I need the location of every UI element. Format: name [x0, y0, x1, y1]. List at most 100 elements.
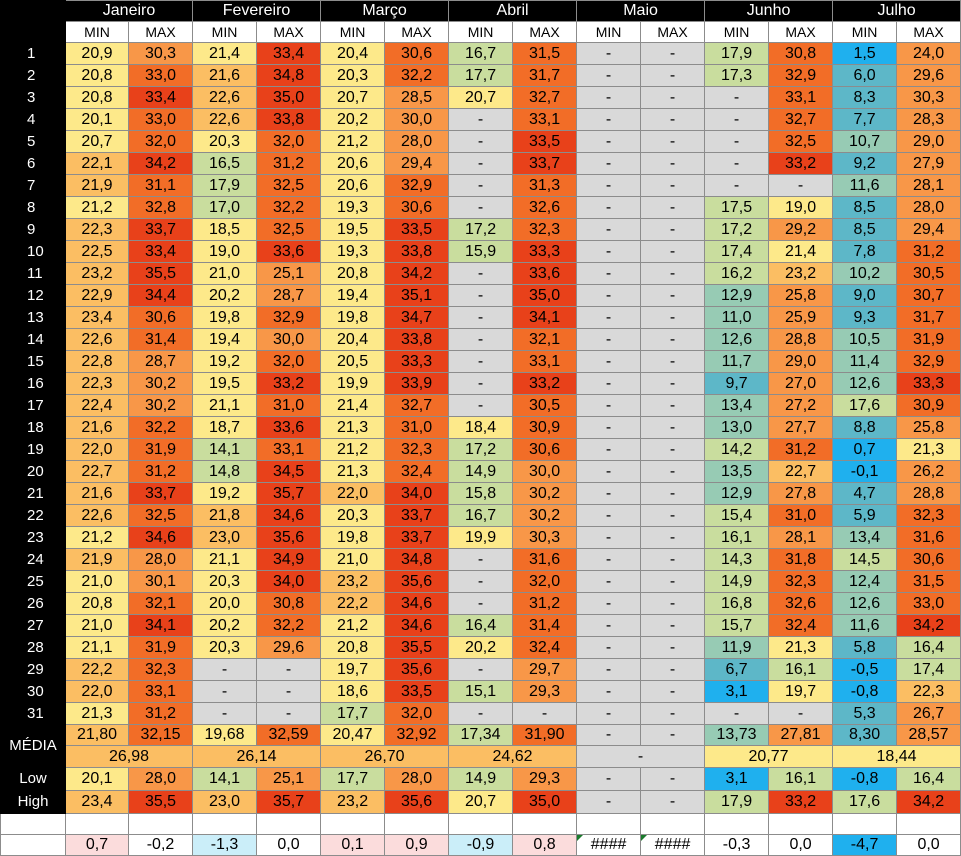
temperature-cell[interactable]: 30,7: [896, 284, 961, 307]
temperature-cell[interactable]: 21,3: [768, 636, 834, 659]
temperature-cell[interactable]: 31,5: [896, 570, 961, 593]
temperature-cell[interactable]: 20,3: [320, 504, 386, 527]
temperature-cell[interactable]: 16,2: [704, 262, 770, 285]
day-number-label[interactable]: 30: [0, 680, 66, 703]
day-number-label[interactable]: 9: [0, 218, 66, 241]
temperature-cell[interactable]: 16,4: [448, 614, 514, 637]
temperature-cell[interactable]: -: [576, 42, 642, 65]
max-header[interactable]: MAX: [896, 21, 961, 43]
temperature-cell[interactable]: 21,4: [192, 42, 258, 65]
low-cell[interactable]: -: [576, 767, 642, 791]
temperature-cell[interactable]: 32,4: [512, 636, 578, 659]
temperature-cell[interactable]: 13,4: [704, 394, 770, 417]
temperature-cell[interactable]: 20,2: [448, 636, 514, 659]
temperature-cell[interactable]: -: [448, 328, 514, 351]
temperature-cell[interactable]: -: [640, 86, 706, 109]
temperature-cell[interactable]: 32,3: [896, 504, 961, 527]
temperature-cell[interactable]: 31,7: [896, 306, 961, 329]
temperature-cell[interactable]: 21,3: [320, 416, 386, 439]
temperature-cell[interactable]: 8,3: [832, 86, 898, 109]
day-number-label[interactable]: 14: [0, 328, 66, 351]
temperature-cell[interactable]: 17,2: [448, 218, 514, 241]
temperature-cell[interactable]: 4,7: [832, 482, 898, 505]
temperature-cell[interactable]: -: [448, 548, 514, 571]
temperature-cell[interactable]: 22,7: [768, 460, 834, 483]
temperature-cell[interactable]: 24,0: [896, 42, 961, 65]
temperature-cell[interactable]: 11,6: [832, 174, 898, 197]
high-cell[interactable]: 17,6: [832, 790, 898, 814]
temperature-cell[interactable]: 32,1: [512, 328, 578, 351]
temperature-cell[interactable]: -: [576, 130, 642, 153]
temperature-cell[interactable]: -: [640, 614, 706, 637]
temperature-cell[interactable]: 20,2: [320, 108, 386, 131]
temperature-cell[interactable]: 32,7: [384, 394, 450, 417]
empty-cell[interactable]: [512, 813, 578, 835]
temperature-cell[interactable]: -: [640, 548, 706, 571]
temperature-cell[interactable]: 20,9: [65, 42, 129, 65]
temperature-cell[interactable]: 9,2: [832, 152, 898, 175]
month-header-marco[interactable]: Março: [320, 0, 450, 22]
temperature-cell[interactable]: 32,3: [512, 218, 578, 241]
temperature-cell[interactable]: 33,6: [512, 262, 578, 285]
temperature-cell[interactable]: 19,4: [320, 284, 386, 307]
temperature-cell[interactable]: 32,4: [768, 614, 834, 637]
media-month-cell[interactable]: 26,98: [64, 745, 194, 768]
difference-cell[interactable]: -4,7: [832, 834, 898, 856]
temperature-cell[interactable]: 17,3: [704, 64, 770, 87]
temperature-cell[interactable]: 30,8: [768, 42, 834, 65]
temperature-cell[interactable]: 32,6: [768, 592, 834, 615]
temperature-cell[interactable]: 8,5: [832, 218, 898, 241]
day-number-label[interactable]: 15: [0, 350, 66, 373]
temperature-cell[interactable]: 22,6: [192, 108, 258, 131]
temperature-cell[interactable]: 14,2: [704, 438, 770, 461]
temperature-cell[interactable]: 12,6: [704, 328, 770, 351]
temperature-cell[interactable]: 14,8: [192, 460, 258, 483]
temperature-cell[interactable]: 12,4: [832, 570, 898, 593]
low-cell[interactable]: 16,4: [896, 767, 961, 791]
temperature-cell[interactable]: 21,2: [65, 196, 129, 219]
temperature-cell[interactable]: -: [640, 526, 706, 549]
temperature-cell[interactable]: 20,1: [65, 108, 129, 131]
high-cell[interactable]: 34,2: [896, 790, 961, 814]
temperature-cell[interactable]: -: [576, 218, 642, 241]
temperature-cell[interactable]: 18,7: [192, 416, 258, 439]
temperature-cell[interactable]: 34,5: [256, 460, 322, 483]
temperature-cell[interactable]: 32,0: [512, 570, 578, 593]
temperature-cell[interactable]: 17,7: [320, 702, 386, 725]
temperature-cell[interactable]: 12,6: [832, 592, 898, 615]
temperature-cell[interactable]: 21,3: [896, 438, 961, 461]
temperature-cell[interactable]: -: [576, 526, 642, 549]
temperature-cell[interactable]: 35,6: [256, 526, 322, 549]
temperature-cell[interactable]: 30,1: [127, 570, 194, 593]
min-header[interactable]: MIN: [576, 21, 642, 43]
temperature-cell[interactable]: 26,2: [896, 460, 961, 483]
difference-cell[interactable]: -1,3: [192, 834, 258, 856]
temperature-cell[interactable]: 17,2: [704, 218, 770, 241]
temperature-cell[interactable]: -: [576, 284, 642, 307]
temperature-cell[interactable]: -: [576, 438, 642, 461]
temperature-cell[interactable]: 16,1: [704, 526, 770, 549]
temperature-cell[interactable]: -: [576, 702, 642, 725]
temperature-cell[interactable]: -: [256, 702, 322, 725]
temperature-cell[interactable]: 21,0: [192, 262, 258, 285]
temperature-cell[interactable]: 5,3: [832, 702, 898, 725]
temperature-cell[interactable]: 21,2: [65, 526, 129, 549]
temperature-cell[interactable]: 31,0: [768, 504, 834, 527]
temperature-cell[interactable]: 21,3: [65, 702, 129, 725]
temperature-cell[interactable]: 17,6: [832, 394, 898, 417]
temperature-cell[interactable]: 30,0: [512, 460, 578, 483]
temperature-cell[interactable]: 3,1: [704, 680, 770, 703]
temperature-cell[interactable]: -: [576, 592, 642, 615]
temperature-cell[interactable]: 19,3: [320, 240, 386, 263]
low-cell[interactable]: 17,7: [320, 767, 386, 791]
temperature-cell[interactable]: 16,1: [768, 658, 834, 681]
temperature-cell[interactable]: 23,2: [320, 570, 386, 593]
day-number-label[interactable]: 7: [0, 174, 66, 197]
temperature-cell[interactable]: 14,9: [448, 460, 514, 483]
temperature-cell[interactable]: -: [704, 86, 770, 109]
temperature-cell[interactable]: 35,6: [384, 570, 450, 593]
temperature-cell[interactable]: 21,9: [65, 174, 129, 197]
temperature-cell[interactable]: 22,6: [192, 86, 258, 109]
temperature-cell[interactable]: 33,3: [384, 350, 450, 373]
temperature-cell[interactable]: 33,6: [256, 416, 322, 439]
